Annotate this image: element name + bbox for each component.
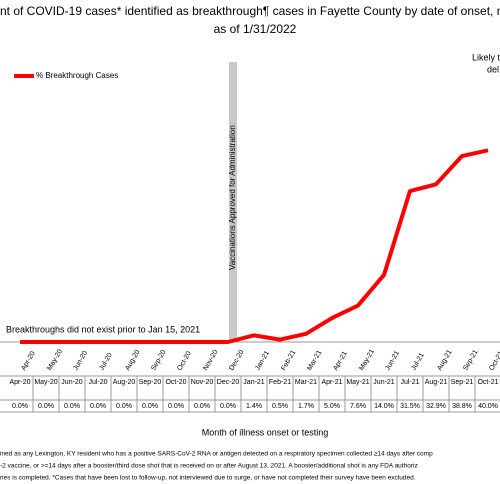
- table-cell: Jan-21: [243, 379, 265, 386]
- x-tick-label: Dec-20: [228, 349, 245, 372]
- x-tick-label: Sep-21: [462, 349, 479, 372]
- footnote: ined as any Lexington, KY resident who h…: [0, 451, 433, 458]
- table-cell: 38.8%: [452, 403, 472, 410]
- table-cell: Jul-20: [88, 379, 108, 386]
- table-cell: 5.0%: [324, 403, 340, 410]
- table-cell: Jun-20: [61, 379, 83, 386]
- table-cell: 32.9%: [426, 403, 446, 410]
- chart-subtitle: as of 1/31/2022: [214, 22, 297, 36]
- annotation: del: [487, 64, 499, 74]
- table-cell: 0.0%: [168, 403, 184, 410]
- data-line: [20, 148, 489, 344]
- vaccine-annotation: Vaccinations Approved for Administration: [228, 125, 237, 270]
- annotation: Breakthroughs did not exist prior to Jan…: [6, 324, 200, 334]
- table-cell: Sep-20: [138, 379, 162, 386]
- legend-label: % Breakthrough Cases: [36, 71, 118, 80]
- table-cell: May-20: [34, 379, 58, 386]
- x-tick-label: Jun-20: [72, 350, 89, 372]
- table-cell: May-21: [346, 379, 370, 386]
- table-cell: Mar-21: [294, 379, 318, 386]
- annotation: Likely t: [472, 52, 500, 62]
- table-cell: 0.0%: [64, 403, 80, 410]
- footnote: ries is completed. *Cases that have been…: [0, 475, 416, 482]
- x-tick-label: Aug-21: [436, 349, 453, 372]
- x-axis-title: Month of illness onset or testing: [202, 427, 329, 437]
- table-cell: Apr-20: [9, 379, 31, 386]
- table-cell: Oct-21: [477, 379, 499, 386]
- table-cell: 0.0%: [194, 403, 210, 410]
- x-tick-label: Apr-21: [332, 350, 349, 372]
- table-cell: Aug-20: [112, 379, 136, 386]
- table-cell: Aug-21: [424, 379, 448, 386]
- table-cell: 0.0%: [90, 403, 106, 410]
- chart-title: ent of COVID-19 cases* identified as bre…: [0, 4, 500, 18]
- table-cell: 31.5%: [400, 403, 420, 410]
- table-cell: 0.0%: [220, 403, 236, 410]
- table-cell: 0.0%: [12, 403, 28, 410]
- footnote: -2 vaccine, or >=14 days after a booster…: [0, 463, 418, 470]
- x-tick-label: Jun-21: [384, 350, 401, 372]
- table-cell: Apr-21: [321, 379, 343, 386]
- vaccine-band: [229, 62, 237, 342]
- table-cell: 1.7%: [298, 403, 314, 410]
- table-cell: Jun-21: [373, 379, 395, 386]
- table-cell: 1.4%: [246, 403, 262, 410]
- table-cell: 0.0%: [116, 403, 132, 410]
- table-cell: 14.0%: [374, 403, 394, 410]
- table-cell: 40.0%: [478, 403, 498, 410]
- x-tick-label: Feb-21: [280, 349, 297, 372]
- table-cell: Jul-21: [400, 379, 420, 386]
- x-tick-label: Nov-20: [202, 349, 219, 372]
- table-cell: Sep-21: [450, 379, 474, 386]
- x-tick-label: Aug-20: [124, 349, 141, 372]
- x-tick-label: Sep-20: [150, 349, 167, 372]
- x-tick-label: Jan-21: [254, 350, 271, 372]
- table-cell: Nov-20: [190, 379, 214, 386]
- x-tick-label: Oct-20: [176, 350, 193, 372]
- table-cell: 0.5%: [272, 403, 288, 410]
- x-tick-label: Jul-20: [98, 352, 114, 372]
- table-cell: 7.6%: [350, 403, 366, 410]
- x-tick-label: Mar-21: [306, 349, 323, 372]
- table-cell: 0.0%: [38, 403, 54, 410]
- table-cell: Dec-20: [216, 379, 240, 386]
- table-cell: 0.0%: [142, 403, 158, 410]
- table-cell: Oct-20: [165, 379, 187, 386]
- x-tick-label: May-21: [358, 348, 376, 372]
- x-tick-label: May-20: [46, 348, 64, 372]
- x-tick-label: Jul-21: [410, 352, 426, 372]
- table-cell: Feb-21: [268, 379, 292, 386]
- x-tick-label: Apr-20: [20, 350, 37, 372]
- x-tick-label: Oct-21: [488, 350, 500, 372]
